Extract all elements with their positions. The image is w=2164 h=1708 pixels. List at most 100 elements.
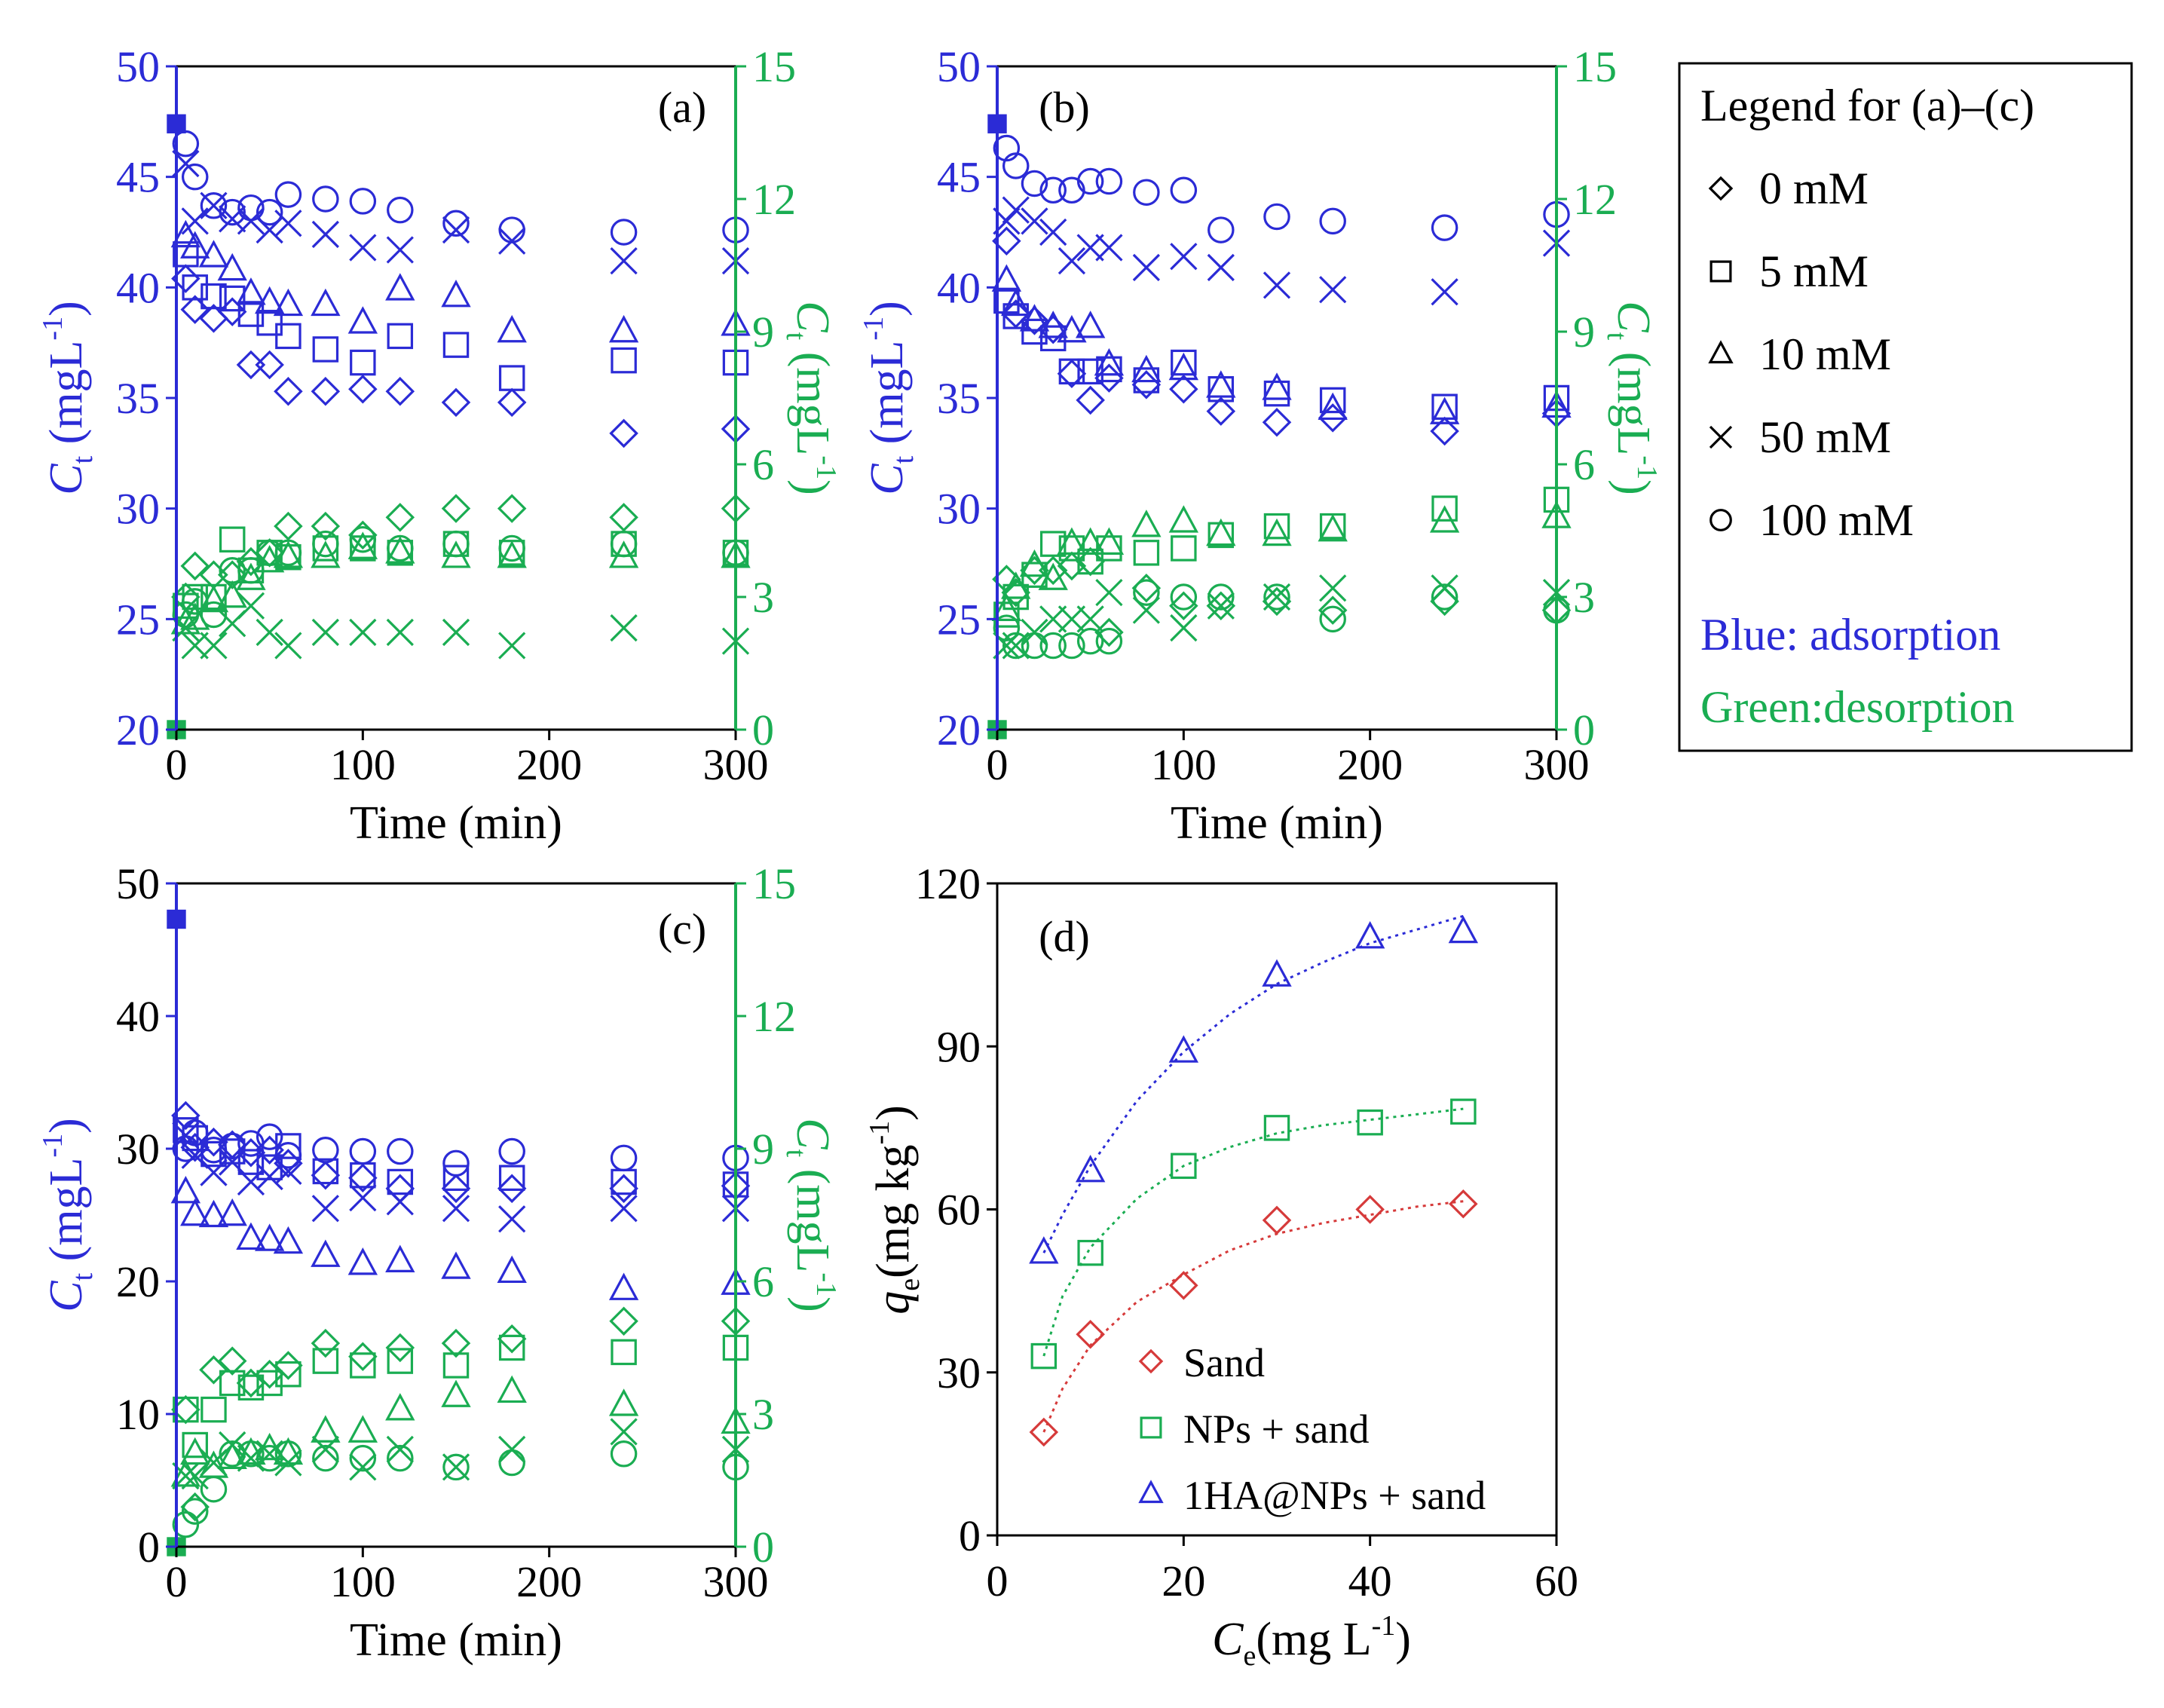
point-green-diamond bbox=[311, 1328, 341, 1358]
point-green-triangle bbox=[1075, 527, 1106, 555]
point-blue-diamond bbox=[1020, 306, 1049, 335]
point-green-square bbox=[1450, 1098, 1477, 1125]
point-green-circle bbox=[610, 530, 638, 558]
panel-d-ylabel: qe(mg kg-1) bbox=[864, 1105, 926, 1315]
point-green-cross bbox=[1431, 574, 1458, 602]
point-green-diamond bbox=[497, 494, 527, 523]
y-right-tick-label: 9 bbox=[752, 308, 774, 357]
point-blue-cross bbox=[1207, 253, 1235, 282]
legend-abc-title: Legend for (a)–(c) bbox=[1700, 81, 2034, 130]
fit-curve bbox=[1042, 1200, 1464, 1433]
point-green-square bbox=[387, 1348, 414, 1374]
point-blue-square bbox=[1319, 387, 1346, 414]
point-blue-triangle bbox=[1168, 352, 1199, 381]
legend-label: Sand bbox=[1183, 1340, 1265, 1385]
point-blue-triangle bbox=[180, 231, 210, 259]
point-blue-square bbox=[1171, 349, 1197, 376]
point-blue-triangle bbox=[1057, 314, 1087, 343]
svg-text:Ct (mgL-1): Ct (mgL-1) bbox=[37, 1118, 99, 1312]
legend-marker bbox=[1708, 176, 1734, 201]
point-blue-square bbox=[1207, 376, 1235, 403]
point-green-triangle bbox=[441, 1379, 471, 1407]
point-green-circle bbox=[1170, 583, 1198, 611]
point-green-triangle bbox=[1094, 527, 1125, 555]
x-tick-label: 300 bbox=[703, 740, 769, 789]
point-blue-cross bbox=[200, 1159, 228, 1186]
point-green-triangle bbox=[1429, 505, 1460, 533]
point-blue-cross bbox=[1039, 218, 1067, 246]
legend-label: 100 mM bbox=[1759, 495, 1914, 545]
panel-b-label: (b) bbox=[1039, 83, 1090, 132]
point-blue-triangle bbox=[1318, 392, 1348, 421]
point-green-cross bbox=[237, 592, 265, 620]
y-right-tick-label: 12 bbox=[1573, 175, 1617, 224]
point-blue-triangle bbox=[1075, 311, 1106, 338]
point-blue-cross bbox=[1319, 276, 1347, 304]
point-blue-triangle bbox=[441, 1251, 471, 1279]
point-blue-diamond bbox=[274, 376, 303, 406]
point-green-cross bbox=[274, 1449, 302, 1477]
point-green-circle bbox=[1207, 583, 1235, 611]
y-right-tick-label: 3 bbox=[1573, 573, 1595, 622]
point-green-square bbox=[1171, 535, 1197, 562]
point-blue-square bbox=[611, 1168, 637, 1195]
panel-c-xlabel: Time (min) bbox=[350, 1615, 562, 1666]
point-green-square bbox=[1263, 1115, 1290, 1141]
point-blue-triangle bbox=[217, 1198, 247, 1226]
x-tick-label: 200 bbox=[516, 740, 582, 789]
point-blue-diamond bbox=[180, 295, 210, 324]
point-blue-diamond bbox=[609, 418, 638, 448]
point-blue-square bbox=[350, 349, 376, 376]
point-green-cross bbox=[498, 632, 526, 660]
panel-d-xlabel: Ce(mg L-1) bbox=[1212, 1610, 1411, 1672]
point-blue-square bbox=[1002, 303, 1029, 329]
point-blue-square bbox=[1058, 358, 1085, 385]
legend-label: 10 mM bbox=[1759, 329, 1891, 379]
point-blue-circle bbox=[1002, 152, 1030, 179]
point-blue-triangle bbox=[1001, 288, 1031, 317]
y-left-tick-label: 10 bbox=[116, 1390, 160, 1439]
point-blue-cross bbox=[1431, 278, 1458, 306]
point-green-circle bbox=[237, 557, 265, 584]
point-green-diamond bbox=[1169, 591, 1198, 620]
point-green-circle bbox=[219, 557, 246, 584]
y-tick-label: 120 bbox=[915, 859, 981, 908]
point-blue-diamond bbox=[255, 350, 284, 380]
point-blue-square bbox=[1096, 356, 1122, 383]
point-green-circle bbox=[256, 1444, 283, 1472]
point-blue-diamond bbox=[385, 376, 415, 406]
point-green-triangle bbox=[254, 545, 285, 573]
point-green-circle bbox=[312, 1444, 339, 1472]
point-green-cross bbox=[386, 1435, 414, 1464]
point-green-diamond bbox=[609, 1306, 638, 1336]
point-blue-diamond bbox=[385, 1174, 415, 1204]
y-left-tick-label: 45 bbox=[937, 153, 981, 202]
panel-d-legend: Sand NPs + sand 1HA@NPs + sand bbox=[1138, 1340, 1486, 1518]
point-green-circle bbox=[237, 1440, 265, 1468]
point-green-triangle bbox=[1019, 549, 1050, 577]
y-left-tick-label: 25 bbox=[937, 595, 981, 644]
panel-b-ylabel-left: Ct (mgL-1) bbox=[858, 301, 920, 494]
point-blue-square bbox=[1021, 318, 1048, 345]
point-blue-cross bbox=[349, 1183, 377, 1212]
point-blue-square bbox=[237, 301, 265, 327]
panel-a: 0 100 200 300 20 25 30 35 40 45 50 0 3 6 9 12 15 (a) Tim… bbox=[37, 42, 842, 849]
y-right-tick-label: 9 bbox=[1573, 308, 1595, 357]
y-right-tick-label: 15 bbox=[1573, 42, 1617, 91]
point-green-circle bbox=[1039, 632, 1067, 660]
point-green-triangle bbox=[608, 1388, 639, 1416]
point-green-circle bbox=[387, 534, 414, 562]
point-green-triangle bbox=[1168, 505, 1199, 533]
y-left-tick-label: 20 bbox=[937, 706, 981, 755]
point-green-circle bbox=[349, 525, 377, 553]
point-blue-diamond bbox=[1206, 396, 1236, 426]
panel-c-ylabel-left: Ct (mgL-1) bbox=[37, 1118, 99, 1312]
point-blue-cross bbox=[1095, 234, 1123, 262]
point-green-cross bbox=[442, 618, 470, 647]
legend-marker bbox=[1709, 509, 1732, 531]
point-blue-triangle bbox=[236, 277, 266, 305]
point-blue-triangle bbox=[217, 253, 247, 281]
point-blue-circle bbox=[1263, 203, 1290, 231]
x-tick-label: 300 bbox=[703, 1557, 769, 1606]
point-red-diamond bbox=[1029, 1417, 1059, 1447]
